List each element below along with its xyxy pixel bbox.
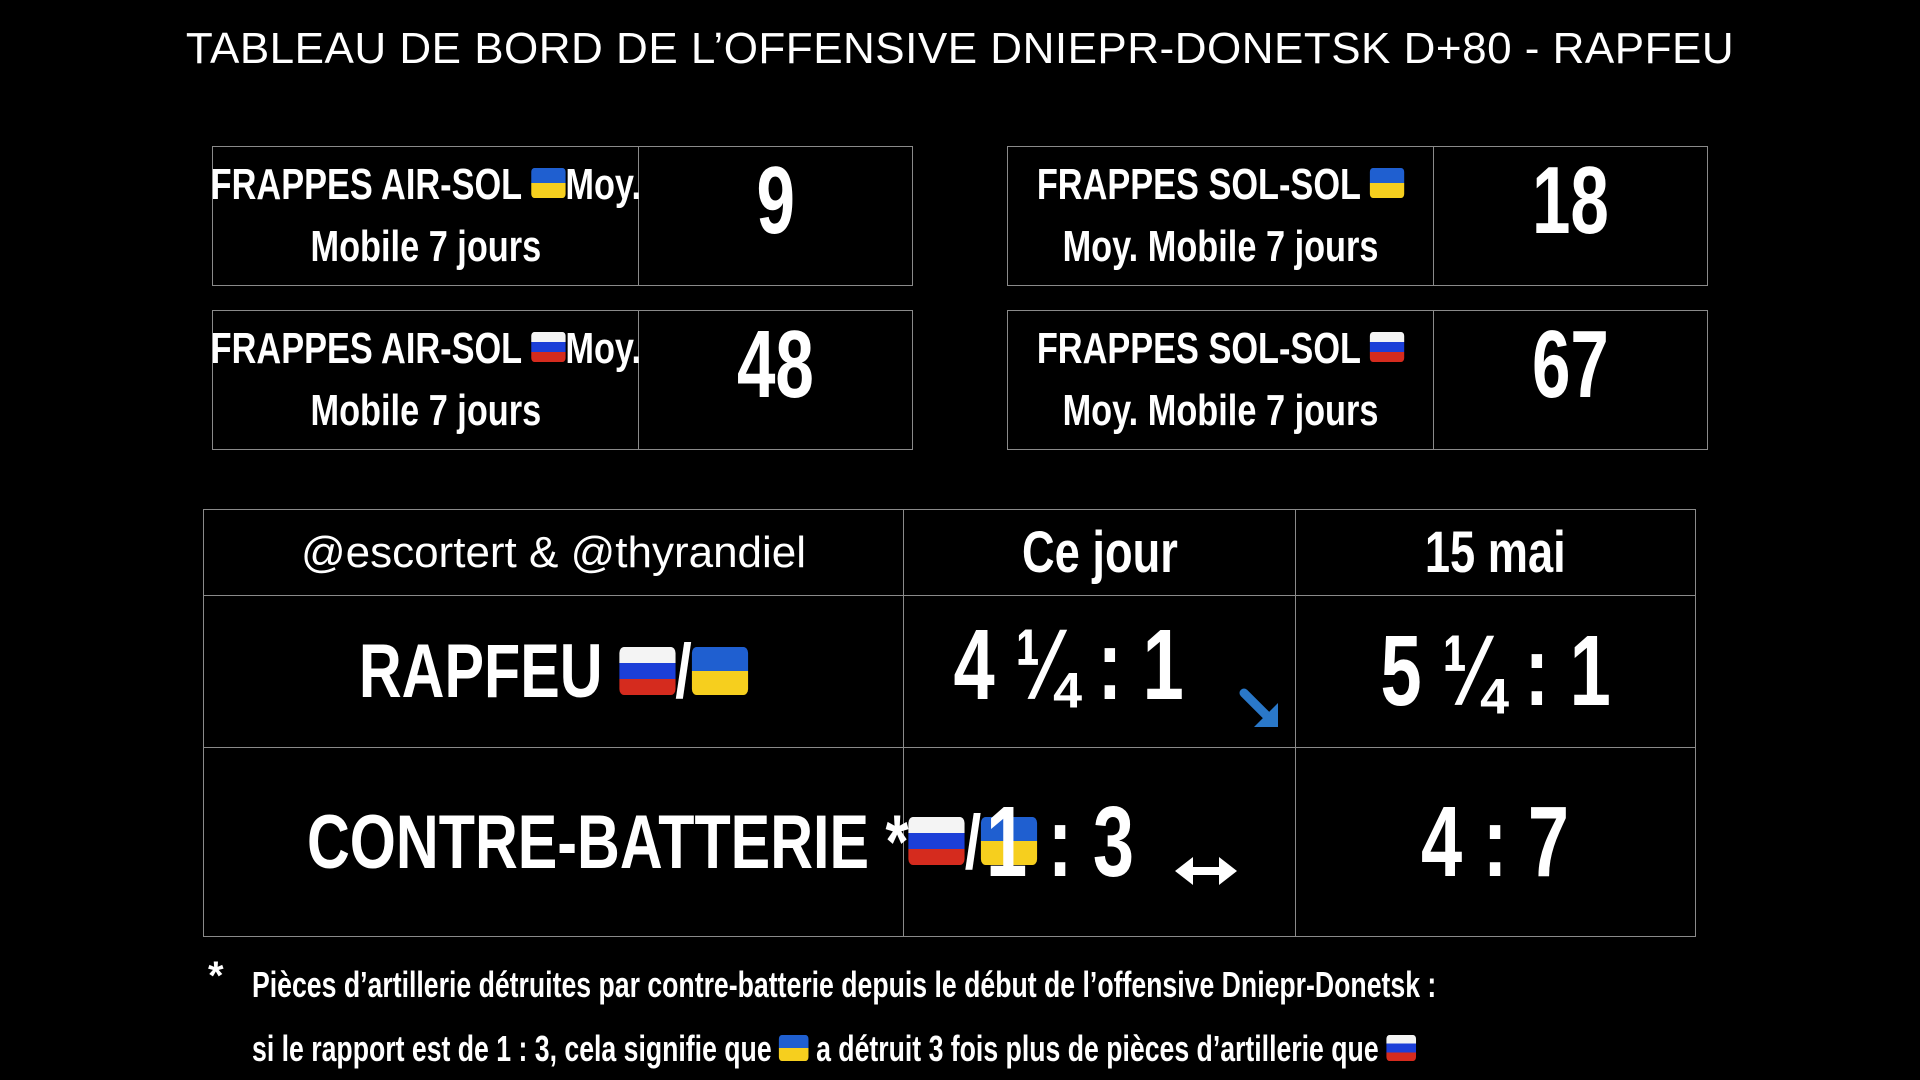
flag-separator: / xyxy=(675,629,692,714)
footnote-line2-part2: a détruit 3 fois plus de pièces d’artill… xyxy=(816,1028,1379,1069)
stat-label-line2: Moy. Mobile 7 jours xyxy=(1062,222,1379,271)
rapfeu-today-cell: 4 ¼ : 1 xyxy=(903,595,1296,748)
contre-batterie-today-value: 1 : 3 xyxy=(985,785,1134,898)
column-header-date: 15 mai xyxy=(1295,509,1696,596)
ratio-table: @escortert & @thyrandiel Ce jour 15 mai … xyxy=(203,509,1696,937)
ua-flag-icon xyxy=(981,817,1038,866)
author-handles: @escortert & @thyrandiel xyxy=(300,527,807,577)
authors-cell: @escortert & @thyrandiel xyxy=(203,509,904,596)
ru-flag-icon xyxy=(908,817,965,866)
footnote-line1: Pièces d’artillerie détruites par contre… xyxy=(252,964,1437,1005)
arrow-left-right-icon xyxy=(1175,857,1238,885)
footnote-line2-part1: si le rapport est de 1 : 3, cela signifi… xyxy=(252,1028,772,1069)
stat-label-line2: Mobile 7 jours xyxy=(310,222,541,271)
stat-label-suffix: Moy. xyxy=(565,324,641,373)
ua-flag-icon xyxy=(530,168,566,199)
ru-flag-icon xyxy=(619,646,676,695)
rapfeu-today-value: 4 ¼ : 1 xyxy=(953,608,1185,721)
stat-label-line1: FRAPPES SOL-SOL xyxy=(1036,324,1361,373)
contre-batterie-date-cell: 4 : 7 xyxy=(1295,747,1696,937)
stat-sol-sol-ru: FRAPPES SOL-SOL Moy. Mobile 7 jours 67 xyxy=(1007,310,1708,450)
stat-label-line1: FRAPPES AIR-SOL xyxy=(210,160,522,209)
stat-label-line1: FRAPPES SOL-SOL xyxy=(1036,160,1361,209)
stat-label-line2: Moy. Mobile 7 jours xyxy=(1062,386,1379,435)
stat-value-box: 67 xyxy=(1434,311,1707,449)
stat-sol-sol-ua: FRAPPES SOL-SOL Moy. Mobile 7 jours 18 xyxy=(1007,146,1708,286)
contre-batterie-today-cell: 1 : 3 xyxy=(903,747,1296,937)
rapfeu-date-value: 5 ¼ : 1 xyxy=(1380,615,1611,727)
stat-label: FRAPPES AIR-SOL Moy. Mobile 7 jours xyxy=(210,311,641,449)
row-label-contre-batterie: CONTRE-BATTERIE * / xyxy=(203,747,1038,937)
rapfeu-date-cell: 5 ¼ : 1 xyxy=(1295,595,1696,748)
stat-label-line1: FRAPPES AIR-SOL xyxy=(210,324,522,373)
arrow-down-right-icon xyxy=(1239,688,1278,728)
contre-batterie-date-value: 4 : 7 xyxy=(1421,785,1570,898)
stat-label-suffix: Moy. xyxy=(565,160,641,209)
ua-flag-icon xyxy=(779,1035,809,1062)
stat-value: 67 xyxy=(1532,311,1609,418)
table-row-rapfeu: RAPFEU / 4 ¼ : 1 5 ¼ : 1 xyxy=(203,595,1696,748)
stat-label: FRAPPES SOL-SOL Moy. Mobile 7 jours xyxy=(1008,311,1434,449)
footnote-star: * xyxy=(208,954,224,998)
stat-value-box: 9 xyxy=(639,147,912,285)
footnote-line2: si le rapport est de 1 : 3, cela signifi… xyxy=(252,1028,1416,1070)
stat-label-line2: Mobile 7 jours xyxy=(310,386,541,435)
ua-flag-icon xyxy=(691,646,749,695)
rapfeu-label: RAPFEU xyxy=(358,629,603,714)
row-label-rapfeu: RAPFEU / xyxy=(203,595,904,748)
stat-value: 48 xyxy=(737,311,814,418)
table-header-row: @escortert & @thyrandiel Ce jour 15 mai xyxy=(203,509,1696,596)
column-header-today: Ce jour xyxy=(903,509,1296,596)
table-row-contre-batterie: CONTRE-BATTERIE * / 1 : 3 4 : 7 xyxy=(203,747,1696,937)
contre-batterie-label: CONTRE-BATTERIE * xyxy=(307,799,909,885)
stat-value: 9 xyxy=(756,147,795,254)
ru-flag-icon xyxy=(530,332,566,363)
stat-value-box: 48 xyxy=(639,311,912,449)
stat-label: FRAPPES AIR-SOL Moy. Mobile 7 jours xyxy=(210,147,641,285)
stat-label: FRAPPES SOL-SOL Moy. Mobile 7 jours xyxy=(1008,147,1434,285)
page-title: TABLEAU DE BORD DE L’OFFENSIVE DNIEPR-DO… xyxy=(185,24,1735,73)
stat-air-sol-ua: FRAPPES AIR-SOL Moy. Mobile 7 jours 9 xyxy=(210,146,913,286)
stat-air-sol-ru: FRAPPES AIR-SOL Moy. Mobile 7 jours 48 xyxy=(210,310,913,450)
stat-value-box: 18 xyxy=(1434,147,1707,285)
ru-flag-icon xyxy=(1369,332,1405,363)
flag-separator: / xyxy=(964,799,982,885)
ru-flag-icon xyxy=(1386,1035,1416,1062)
stat-value: 18 xyxy=(1532,147,1609,254)
ua-flag-icon xyxy=(1369,168,1405,199)
